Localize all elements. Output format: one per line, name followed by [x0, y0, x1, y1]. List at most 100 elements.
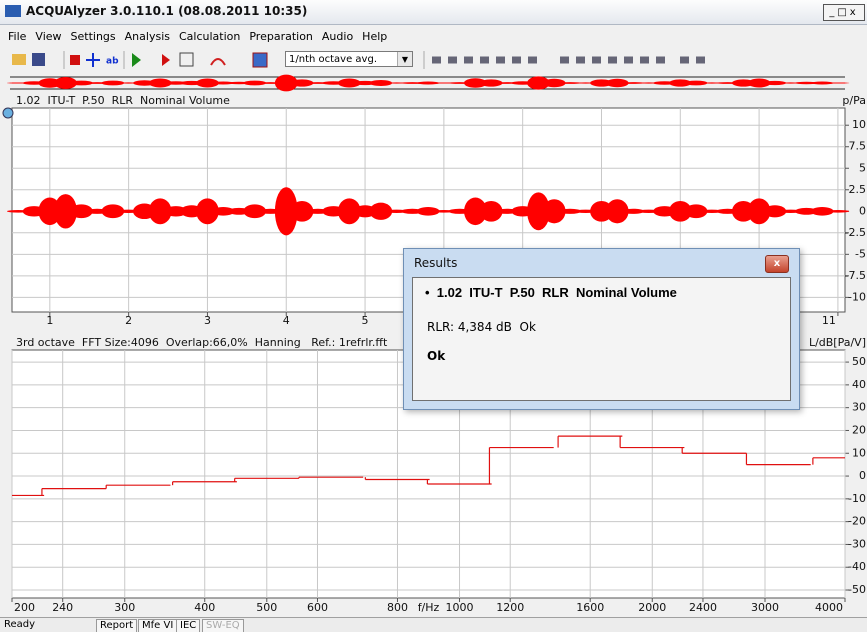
y-tick-label: -10	[848, 290, 866, 303]
menu-item[interactable]: View	[35, 30, 62, 43]
curve-icon[interactable]	[210, 58, 226, 66]
overview-burst	[369, 80, 393, 86]
chart-header: 1.02 ITU-T P.50 RLR Nominal Volume	[16, 94, 230, 107]
result-value: RLR: 4,384 dB Ok	[427, 320, 536, 334]
overview-burst	[337, 78, 361, 88]
record-icon[interactable]	[162, 54, 170, 66]
result-verdict: Ok	[427, 349, 446, 363]
overview-burst	[826, 82, 850, 84]
menu-item[interactable]: Audio	[321, 30, 354, 43]
dropdown-value: 1/nth octave avg.	[289, 54, 377, 65]
status-tab[interactable]: Mfe VI	[138, 619, 178, 632]
signal-burst	[243, 204, 267, 219]
text-button[interactable]: ab	[106, 57, 119, 67]
toolbar-icons: ab	[12, 51, 710, 69]
overview-burst	[54, 77, 77, 89]
overview-burst	[211, 81, 235, 85]
overview-burst	[542, 78, 566, 88]
red-icon[interactable]	[70, 55, 80, 65]
y-tick-label: 10	[852, 118, 866, 131]
chart-header: 3rd octave FFT Size:4096 Overlap:66,0% H…	[16, 336, 388, 349]
y-tick-label: 0	[859, 469, 866, 482]
overview-burst	[290, 79, 314, 87]
y-tick-label: 2.5	[849, 183, 867, 196]
overview-burst	[464, 78, 487, 88]
x-tick-label: 3	[204, 314, 211, 327]
overview-burst	[243, 80, 267, 86]
menu-item[interactable]: Analysis	[124, 30, 170, 43]
x-tick-label: 4	[283, 314, 290, 327]
overview-burst	[558, 82, 582, 84]
x-tick-label: 2000	[638, 601, 666, 614]
dropdown-arrow[interactable]: ▼	[397, 52, 412, 66]
overview-burst	[605, 78, 629, 88]
y-tick-label: -2.5	[845, 226, 866, 239]
menu-bar: File View Settings Analysis Calculation Prepa…	[0, 27, 867, 47]
signal-burst	[211, 206, 235, 216]
grid-icon[interactable]	[252, 52, 268, 68]
title-bar: ACQUAlyzer 3.0.110.1 (08.08.2011 10:35) …	[0, 0, 867, 25]
x-tick-label: 1000	[446, 601, 474, 614]
bullet: •	[425, 285, 437, 300]
signal-burst	[747, 198, 771, 225]
play-icon[interactable]	[132, 53, 141, 67]
signal-burst	[605, 199, 629, 224]
x-tick-label: 600	[307, 601, 328, 614]
overview-burst	[668, 79, 692, 87]
signal-burst	[54, 194, 77, 229]
status-tab[interactable]: Report	[96, 619, 138, 632]
overview-burst	[747, 78, 771, 88]
x-tick-label: 1200	[496, 601, 524, 614]
signal-burst	[148, 198, 172, 225]
y-tick-label: 20	[852, 423, 866, 436]
cursor-icon[interactable]	[86, 53, 100, 67]
status-bar: Ready Report Mfe VI IEC SW-EQ	[0, 617, 867, 632]
props-icon[interactable]	[179, 52, 194, 67]
signal-burst	[527, 192, 550, 231]
menu-item[interactable]: Calculation	[178, 30, 241, 43]
overview-burst	[416, 81, 440, 85]
overview-burst	[684, 80, 708, 86]
dialog-content: • 1.02 ITU-T P.50 RLR Nominal Volume RLR…	[412, 277, 791, 401]
x-tick-label: 1600	[576, 601, 604, 614]
averaging-dropdown[interactable]: 1/nth octave avg. ▼	[285, 51, 413, 67]
open-icon[interactable]	[12, 54, 26, 65]
y-tick-label: 7.5	[849, 140, 867, 153]
x-tick-label: 5	[362, 314, 369, 327]
menu-item[interactable]: Help	[362, 30, 388, 43]
y-tick-label: 10	[852, 446, 866, 459]
dialog-close[interactable]: x	[765, 255, 789, 273]
result-heading: • 1.02 ITU-T P.50 RLR Nominal Volume	[425, 285, 677, 300]
signal-burst	[558, 208, 582, 214]
save-icon[interactable]	[32, 53, 45, 66]
overview-burst	[196, 78, 219, 88]
status-tab[interactable]: SW-EQ	[202, 619, 244, 632]
overview-burst	[621, 82, 645, 84]
x-tick-label: 500	[256, 601, 277, 614]
y-tick-label: -5	[855, 247, 866, 260]
menu-item[interactable]: File	[8, 30, 27, 43]
signal-burst	[369, 202, 393, 220]
window-controls[interactable]: _□x	[823, 4, 865, 21]
signal-burst	[810, 206, 834, 216]
menu-item[interactable]: Preparation	[249, 30, 313, 43]
signal-burst	[668, 200, 692, 222]
menu-item[interactable]: Settings	[70, 30, 116, 43]
signal-burst	[464, 197, 487, 226]
signal-burst	[101, 204, 125, 219]
x-tick-label: 300	[114, 601, 135, 614]
y-tick-label: 30	[852, 401, 866, 414]
signal-burst	[479, 200, 503, 222]
signal-burst	[274, 187, 298, 236]
signal-burst	[290, 200, 314, 222]
result-heading-text: 1.02 ITU-T P.50 RLR Nominal Volume	[436, 285, 677, 300]
overview-burst	[810, 81, 834, 85]
y-tick-label: -10	[848, 492, 866, 505]
x-tick-label: 2	[125, 314, 132, 327]
x-tick-label: 2400	[689, 601, 717, 614]
status-tab[interactable]: IEC	[176, 619, 201, 632]
signal-burst	[621, 208, 645, 214]
y-tick-label: 50	[852, 355, 866, 368]
signal-burst	[337, 198, 361, 225]
y-tick-label: -20	[848, 515, 866, 528]
